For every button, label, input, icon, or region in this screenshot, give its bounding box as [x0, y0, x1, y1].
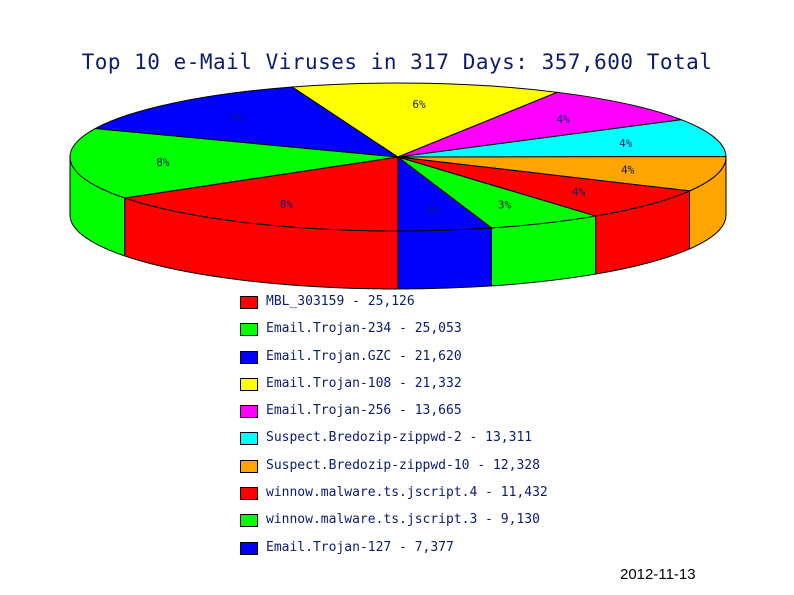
pie-pct-label-6: 4%: [621, 163, 635, 176]
legend-swatch: [240, 487, 258, 501]
legend-label: Email.Trojan-108 - 21,332: [266, 375, 462, 391]
pie-slice-3: [290, 82, 560, 158]
pie-pct-label-9: 3%: [425, 204, 439, 217]
pie-pct-label-2: 7%: [230, 112, 244, 125]
pie-pct-label-7: 4%: [572, 185, 586, 198]
legend-label: Email.Trojan.GZC - 21,620: [266, 348, 462, 364]
legend-swatch: [240, 541, 258, 555]
legend-swatch: [240, 514, 258, 528]
legend-swatch: [240, 323, 258, 337]
pie-pct-label-5: 4%: [619, 137, 633, 150]
pie-slice-5: [397, 119, 727, 158]
pie-pct-label-4: 4%: [557, 113, 571, 126]
pie-pct-label-0: 8%: [280, 198, 294, 211]
pie-slice-9: [397, 155, 493, 232]
pie-slice-0: [124, 156, 399, 232]
legend-label: Email.Trojan-234 - 25,053: [266, 321, 462, 337]
legend-swatch: [240, 459, 258, 473]
legend-label: MBL_303159 - 25,126: [266, 294, 415, 309]
footer-date: 2012-11-13: [620, 566, 696, 583]
legend-swatch: [240, 405, 258, 419]
legend-label: winnow.malware.ts.jscript.3 - 9,130: [266, 512, 540, 528]
pie-pct-label-3: 6%: [412, 98, 426, 111]
legend-label: winnow.malware.ts.jscript.4 - 11,432: [266, 485, 548, 501]
legend-label: Suspect.Bredozip-zippwd-2 - 13,311: [266, 430, 533, 446]
legend-label: Email.Trojan-127 - 7,377: [266, 539, 454, 555]
pie-slice-2: [93, 86, 399, 158]
pie-side-9: [397, 227, 492, 290]
legend-swatch: [240, 432, 258, 446]
legend-label: Email.Trojan-256 - 13,665: [266, 403, 462, 419]
legend-label: Suspect.Bredozip-zippwd-10 - 12,328: [266, 457, 540, 473]
pie-slice-6: [397, 155, 727, 192]
pie-slice-1: [69, 128, 399, 199]
pie-slice-7: [397, 156, 692, 217]
legend-swatch: [240, 296, 258, 309]
chart-title: Top 10 e-Mail Viruses in 317 Days: 357,6…: [81, 50, 713, 74]
legend-swatch: [240, 350, 258, 364]
pie-pct-label-1: 8%: [156, 156, 170, 169]
legend-swatch: [240, 377, 258, 391]
pie-slice-4: [397, 91, 682, 158]
pie-pct-label-8: 3%: [498, 199, 512, 212]
